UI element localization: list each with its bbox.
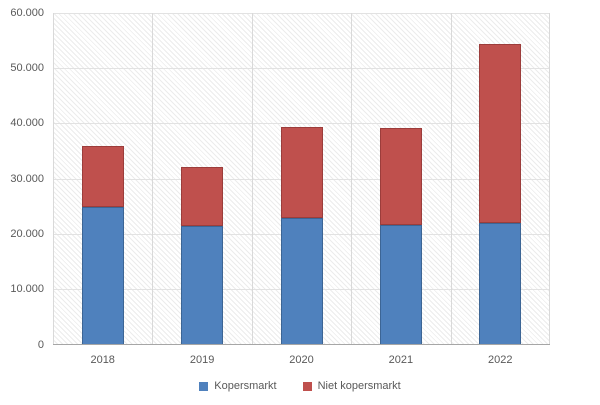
bar-segment-2021-niet-kopersmarkt: [379, 128, 422, 225]
bar-segment-2022-niet-kopersmarkt: [479, 44, 522, 224]
y-tick-label-0: 0: [37, 338, 44, 351]
y-tick-label-40000: 40.000: [10, 117, 44, 130]
y-tick-label-30000: 30.000: [10, 172, 44, 185]
bar-segment-2020-niet-kopersmarkt: [280, 127, 323, 218]
legend-label: Kopersmarkt: [214, 380, 277, 392]
gridline-y-40000: [53, 123, 550, 125]
legend-label: Niet kopersmarkt: [317, 380, 401, 392]
legend-item-niet-kopersmarkt: Niet kopersmarkt: [302, 380, 401, 392]
legend-item-kopersmarkt: Kopersmarkt: [199, 380, 277, 392]
category-separator-2: [252, 13, 253, 345]
x-tick-label-2019: 2019: [189, 354, 215, 366]
bar-segment-2021-kopersmarkt: [379, 224, 422, 345]
y-tick-label-60000: 60.000: [10, 6, 44, 19]
category-separator-1: [152, 13, 153, 345]
legend-swatch-icon: [302, 381, 312, 391]
y-axis-labels: 0 10.000 20.000 30.000 40.000 50.000 60.000: [0, 7, 44, 351]
gridline-y-60000: [53, 12, 550, 14]
x-axis-line: [53, 344, 550, 345]
plot-area: [53, 12, 550, 345]
y-tick-label-10000: 10.000: [10, 283, 44, 296]
category-separator-5: [549, 13, 550, 345]
category-separator-3: [351, 13, 352, 345]
gridline-y-50000: [53, 67, 550, 69]
bar-segment-2018-kopersmarkt: [81, 206, 124, 345]
bar-segment-2019-kopersmarkt: [181, 226, 224, 345]
legend: Kopersmarkt Niet kopersmarkt: [0, 380, 600, 392]
bar-segment-2018-niet-kopersmarkt: [81, 145, 124, 207]
bar-segment-2022-kopersmarkt: [479, 223, 522, 345]
x-axis-labels: 2018 2019 2020 2021 2022: [53, 353, 550, 369]
x-tick-label-2018: 2018: [90, 354, 115, 366]
x-tick-label-2020: 2020: [289, 354, 314, 366]
bar-segment-2019-niet-kopersmarkt: [181, 166, 224, 227]
y-tick-label-20000: 20.000: [10, 227, 44, 240]
x-tick-label-2021: 2021: [388, 354, 414, 366]
y-tick-label-50000: 50.000: [10, 61, 44, 74]
category-separator-4: [451, 13, 452, 345]
x-tick-label-2022: 2022: [488, 354, 513, 366]
legend-swatch-icon: [199, 381, 209, 391]
category-separator-0: [53, 13, 54, 345]
bar-segment-2020-kopersmarkt: [280, 217, 323, 345]
